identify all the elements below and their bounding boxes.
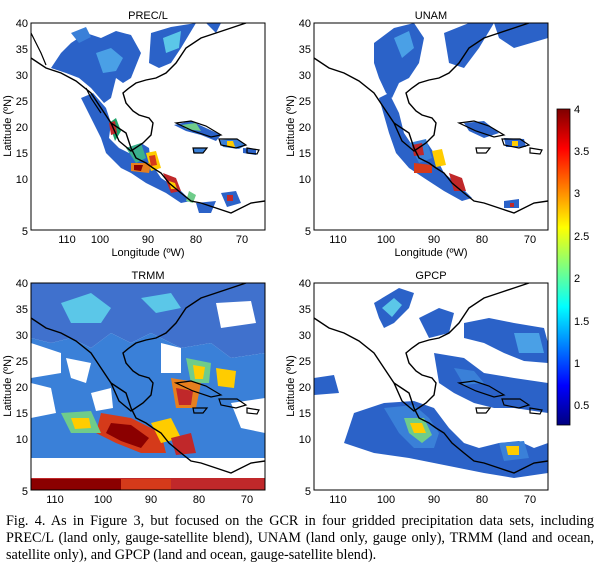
- panel-title: UNAM: [415, 10, 447, 22]
- y-tick-label: 15: [16, 408, 28, 420]
- panel-precl: PREC/L: [2, 10, 266, 259]
- panel-title: GPCP: [415, 270, 446, 282]
- x-tick-label: 90: [142, 234, 154, 246]
- x-axis-label: Longitude (ºW): [394, 247, 467, 259]
- y-tick-label: 5: [22, 226, 28, 238]
- x-ticks: 110 100 90 80 70: [329, 234, 536, 246]
- y-ticks: 40 35 30 25 20 15 10 5: [16, 278, 28, 498]
- x-tick-label: 100: [91, 234, 109, 246]
- y-tick-label: 30: [299, 330, 311, 342]
- y-tick-label: 15: [299, 408, 311, 420]
- panel-unam: UNAM 110 100: [285, 10, 549, 259]
- x-tick-label: 110: [329, 234, 347, 246]
- figure-canvas: PREC/L: [2, 10, 589, 506]
- x-tick-label: 70: [236, 234, 248, 246]
- y-tick-label: 40: [16, 18, 28, 30]
- precip-field: [31, 23, 265, 230]
- x-tick-label: 80: [476, 234, 488, 246]
- x-ticks: 110 100 90 80 70: [329, 494, 536, 506]
- panel-gpcp: GPCP 110 100 90: [285, 270, 549, 506]
- colorbar-ticks: 4 3.5 3 2.5 2 1.5 1 0.5: [574, 104, 589, 412]
- y-tick-label: 25: [16, 356, 28, 368]
- y-tick-label: 35: [16, 44, 28, 56]
- precip-field: [314, 283, 548, 490]
- y-ticks: 40 35 30 25 20 15 10 5: [299, 18, 311, 238]
- y-tick-label: 35: [299, 304, 311, 316]
- colorbar-tick-label: 2.5: [574, 231, 589, 243]
- y-tick-label: 20: [16, 122, 28, 134]
- x-tick-label: 80: [193, 494, 205, 506]
- colorbar-tick-label: 0.5: [574, 400, 589, 412]
- precip-field: [31, 283, 265, 490]
- y-axis-label: Latitude (ºN): [285, 95, 297, 157]
- y-axis-label: Latitude (ºN): [2, 355, 14, 417]
- y-tick-label: 40: [299, 278, 311, 290]
- x-ticks: 110 100 90 80 70: [46, 494, 253, 506]
- x-tick-label: 100: [377, 234, 395, 246]
- y-tick-label: 20: [299, 382, 311, 394]
- y-ticks: 40 35 30 25 20 15 10 5: [299, 278, 311, 498]
- y-tick-label: 5: [305, 486, 311, 498]
- x-tick-label: 70: [524, 234, 536, 246]
- colorbar-gradient: [556, 108, 571, 426]
- colorbar-tick-label: 4: [574, 104, 580, 116]
- colorbar-tick-label: 3: [574, 188, 580, 200]
- colorbar-tick-label: 1.5: [574, 316, 589, 328]
- x-tick-label: 110: [46, 494, 64, 506]
- y-tick-label: 10: [299, 434, 311, 446]
- y-tick-label: 10: [16, 174, 28, 186]
- panel-title: PREC/L: [128, 10, 168, 22]
- figure-caption: Fig. 4. As in Figure 3, but focused on t…: [6, 513, 594, 564]
- y-tick-label: 10: [299, 174, 311, 186]
- y-tick-label: 25: [299, 96, 311, 108]
- y-tick-label: 5: [22, 486, 28, 498]
- y-axis-label: Latitude (ºN): [285, 355, 297, 417]
- y-tick-label: 40: [299, 18, 311, 30]
- x-tick-label: 90: [428, 234, 440, 246]
- x-tick-label: 100: [377, 494, 395, 506]
- x-axis-label: Longitude (ºW): [111, 247, 184, 259]
- colorbar-tick-label: 3.5: [574, 146, 589, 158]
- x-tick-label: 100: [94, 494, 112, 506]
- x-tick-label: 90: [428, 494, 440, 506]
- colorbar-tick-label: 2: [574, 273, 580, 285]
- y-tick-label: 15: [16, 148, 28, 160]
- y-ticks: 40 35 30 25 20 15 10 5: [16, 18, 28, 238]
- y-tick-label: 25: [299, 356, 311, 368]
- y-tick-label: 25: [16, 96, 28, 108]
- x-ticks: 110 100 90 80 70: [58, 234, 248, 246]
- y-tick-label: 20: [299, 122, 311, 134]
- y-tick-label: 30: [16, 70, 28, 82]
- y-tick-label: 15: [299, 148, 311, 160]
- y-tick-label: 30: [16, 330, 28, 342]
- x-tick-label: 70: [241, 494, 253, 506]
- y-tick-label: 35: [299, 44, 311, 56]
- x-tick-label: 70: [524, 494, 536, 506]
- colorbar: 4 3.5 3 2.5 2 1.5 1 0.5: [556, 104, 589, 426]
- panel-title: TRMM: [132, 270, 165, 282]
- y-tick-label: 20: [16, 382, 28, 394]
- y-tick-label: 10: [16, 434, 28, 446]
- y-tick-label: 30: [299, 70, 311, 82]
- x-tick-label: 90: [145, 494, 157, 506]
- precip-field: [314, 23, 548, 230]
- panel-trmm: TRMM: [2, 270, 266, 506]
- x-tick-label: 80: [190, 234, 202, 246]
- y-axis-label: Latitude (ºN): [2, 95, 14, 157]
- y-tick-label: 5: [305, 226, 311, 238]
- colorbar-tick-label: 1: [574, 358, 580, 370]
- x-tick-label: 110: [58, 234, 76, 246]
- x-tick-label: 80: [476, 494, 488, 506]
- x-tick-label: 110: [329, 494, 347, 506]
- y-tick-label: 40: [16, 278, 28, 290]
- y-tick-label: 35: [16, 304, 28, 316]
